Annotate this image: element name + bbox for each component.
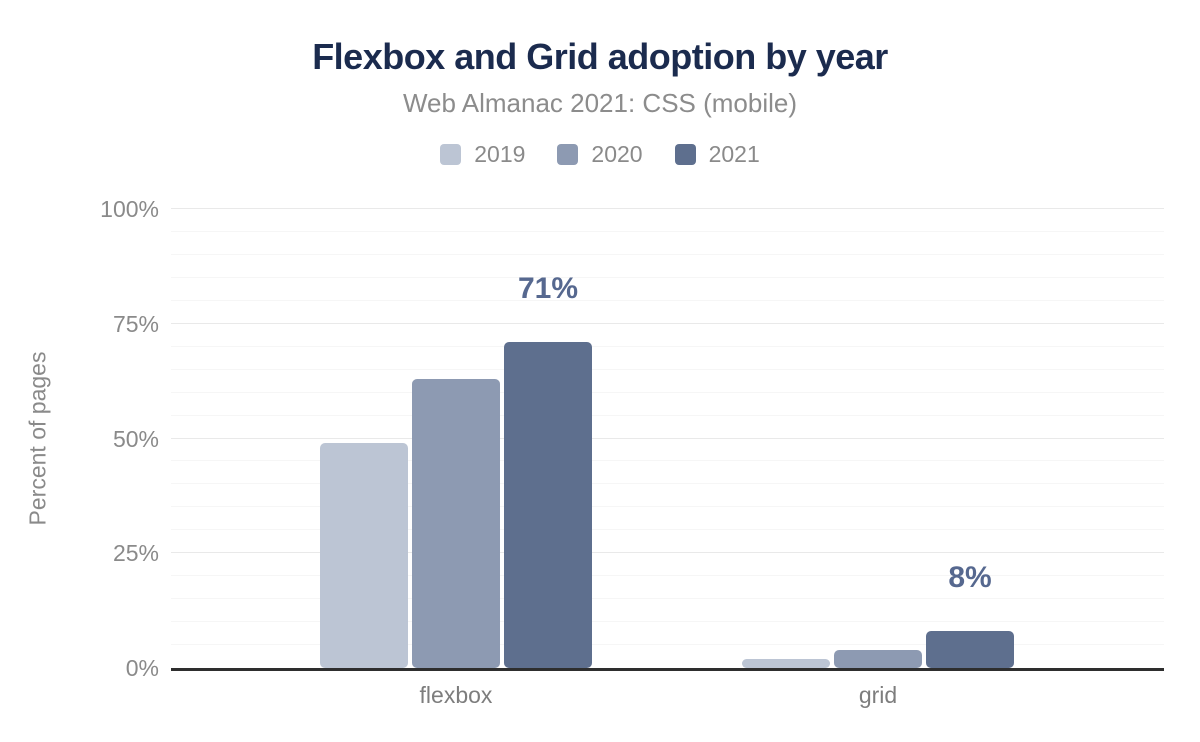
gridline-80 — [171, 299, 1164, 301]
y-tick-label-25: 25% — [112, 540, 159, 567]
bar-grid-2020[interactable] — [834, 649, 923, 668]
legend-item-2019[interactable]: 2019 — [440, 141, 525, 168]
x-category-label-grid: grid — [858, 682, 898, 708]
gridline-15 — [171, 598, 1164, 600]
legend-swatch-2020 — [557, 143, 579, 165]
bar-flexbox-2020[interactable] — [411, 378, 500, 668]
gridline-45 — [171, 460, 1164, 462]
y-tick-label-100: 100% — [100, 196, 159, 222]
gridline-75 — [171, 322, 1164, 324]
bar-value-label-grid-2021: 8% — [948, 561, 992, 595]
gridline-100 — [171, 208, 1164, 209]
legend-label-2020: 2020 — [591, 140, 643, 167]
gridline-90 — [171, 253, 1164, 255]
gridline-85 — [171, 276, 1164, 278]
plot-area: 71% 8% — [171, 208, 1164, 671]
x-category-label-flexbox: flexbox — [419, 682, 493, 708]
legend-item-2021[interactable]: 2021 — [674, 140, 760, 168]
gridline-35 — [171, 506, 1164, 508]
bar-flexbox-2021[interactable] — [503, 342, 592, 668]
chart-subtitle: Web Almanac 2021: CSS (mobile) — [402, 88, 798, 118]
gridline-95 — [171, 230, 1164, 232]
bar-grid-2019[interactable] — [742, 658, 831, 668]
gridline-25 — [171, 552, 1164, 554]
legend-swatch-2021 — [674, 143, 696, 165]
legend-label-2019: 2019 — [474, 140, 526, 167]
legend-label-2021: 2021 — [708, 140, 760, 167]
bar-value-label-flexbox-2021: 71% — [517, 272, 578, 306]
gridline-5 — [171, 644, 1164, 646]
legend: 2019 2020 2021 — [0, 141, 1200, 167]
gridline-50 — [171, 437, 1164, 439]
gridline-65 — [171, 368, 1164, 370]
y-tick-label-75: 75% — [112, 310, 159, 337]
gridline-10 — [171, 621, 1164, 623]
bar-grid-2021[interactable] — [926, 631, 1015, 668]
gridline-60 — [171, 391, 1164, 393]
legend-swatch-2019 — [440, 143, 462, 165]
bar-flexbox-2019[interactable] — [319, 443, 408, 668]
gridline-40 — [171, 483, 1164, 485]
gridline-70 — [171, 345, 1164, 347]
y-tick-label-0: 0% — [125, 655, 159, 681]
gridline-20 — [171, 575, 1164, 577]
y-tick-label-50: 50% — [112, 425, 159, 452]
gridline-55 — [171, 414, 1164, 416]
chart-title: Flexbox and Grid adoption by year — [312, 36, 888, 77]
gridline-30 — [171, 529, 1164, 531]
legend-item-2020[interactable]: 2020 — [557, 140, 643, 168]
